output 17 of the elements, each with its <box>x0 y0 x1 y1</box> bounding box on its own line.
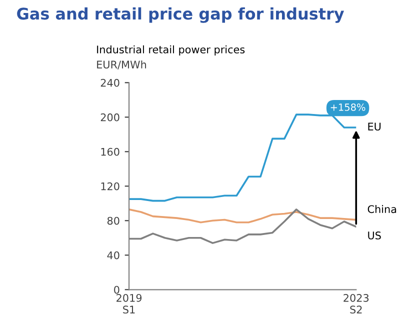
y-tick-label: 200 <box>100 113 120 122</box>
line-series <box>129 208 356 224</box>
y-tick-label: 240 <box>100 78 120 87</box>
y-axis-title: EUR/MWh <box>97 60 146 70</box>
y-tick-label: 120 <box>101 182 120 190</box>
series-label: China <box>368 205 396 214</box>
y-tick-label: 160 <box>101 148 120 156</box>
y-tick-label: 0 <box>114 286 120 294</box>
series-label: EU <box>368 122 381 131</box>
y-tick-label: 80 <box>107 216 120 225</box>
x-tick-label: 2019 S1 <box>116 294 142 314</box>
annotation: +158% <box>330 104 366 111</box>
x-tick-label: 2023 S2 <box>344 294 369 314</box>
chart-title: Gas and retail price gap for industry <box>17 7 344 23</box>
y-tick-label: 40 <box>107 251 120 260</box>
series-label: US <box>368 232 381 240</box>
chart-subtitle: Industrial retail power prices <box>97 45 245 56</box>
